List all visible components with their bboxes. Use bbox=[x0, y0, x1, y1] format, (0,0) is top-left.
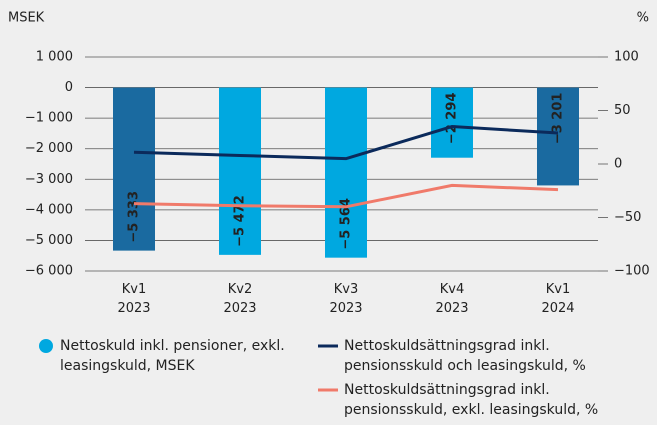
x-tick-label: Kv3 2023 bbox=[329, 282, 363, 316]
value-label: −5 333 bbox=[127, 191, 142, 243]
y-tick-label: 1 000 bbox=[36, 50, 73, 65]
line bbox=[133, 125, 559, 161]
x-tick-label: Kv1 2024 bbox=[541, 282, 575, 316]
y-tick-label: −5 000 bbox=[25, 233, 73, 248]
y2-tick-label: 100 bbox=[614, 50, 639, 65]
legend-label: Nettoskuldsättningsgrad inkl. pensionssk… bbox=[344, 338, 586, 374]
x-tick-label: Kv2 2023 bbox=[223, 282, 257, 316]
value-label: −5 472 bbox=[233, 195, 248, 247]
bar bbox=[537, 87, 579, 186]
y-axis-label: MSEK bbox=[8, 11, 45, 26]
y2-tick-label: 50 bbox=[614, 103, 631, 118]
legend-marker bbox=[39, 339, 53, 353]
y-tick-label: −6 000 bbox=[25, 264, 73, 279]
value-label: −5 564 bbox=[339, 198, 354, 250]
legend-label: Nettoskuld inkl. pensioner, exkl. leasin… bbox=[60, 338, 285, 374]
bar bbox=[113, 87, 155, 251]
x-tick-label: Kv4 2023 bbox=[435, 282, 469, 316]
y-tick-label: −1 000 bbox=[25, 111, 73, 126]
y2-tick-label: −50 bbox=[614, 210, 641, 225]
line bbox=[133, 183, 559, 209]
y2-tick-label: 0 bbox=[614, 157, 622, 172]
x-tick-label: Kv1 2023 bbox=[117, 282, 151, 316]
bar bbox=[431, 87, 473, 158]
bar bbox=[219, 87, 261, 255]
value-label: −2 294 bbox=[445, 93, 460, 145]
y2-axis-label: % bbox=[637, 11, 649, 26]
value-label: −3 201 bbox=[551, 93, 566, 145]
y-tick-label: −4 000 bbox=[25, 202, 73, 217]
y-tick-label: −2 000 bbox=[25, 141, 73, 156]
bar bbox=[325, 87, 367, 258]
legend-label: Nettoskuldsättningsgrad inkl. pensionssk… bbox=[344, 382, 599, 418]
y-tick-label: 0 bbox=[65, 80, 73, 95]
y2-tick-label: −100 bbox=[614, 264, 650, 279]
y-tick-label: −3 000 bbox=[25, 172, 73, 187]
